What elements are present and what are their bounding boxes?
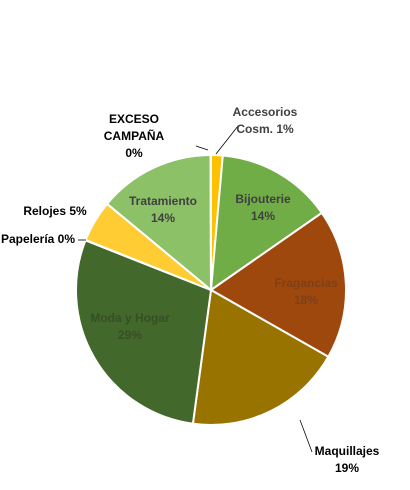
data-label: Moda y Hogar 29% (90, 311, 170, 342)
data-label: Fragancias 18% (274, 276, 338, 307)
data-label-line: Moda y Hogar (90, 311, 170, 325)
data-label-line: Tratamiento (129, 194, 197, 208)
leader-line (215, 125, 239, 155)
pie-slice-moda-y-hogar (75, 239, 213, 425)
data-label-line: Papelería 0% (1, 232, 75, 246)
data-label-line: CAMPAÑA (104, 128, 165, 143)
data-label-line: 14% (151, 211, 175, 225)
pie-slice-maquillajes (191, 288, 330, 426)
data-label: EXCESO CAMPAÑA 0% (104, 112, 165, 160)
data-label-line: 0% (125, 146, 143, 160)
data-label: Tratamiento 14% (129, 194, 197, 225)
data-label-line: 14% (251, 209, 275, 223)
data-label-line: Maquillajes (315, 444, 380, 458)
data-label: Relojes 5% (23, 204, 87, 218)
data-label-line: Relojes 5% (23, 204, 87, 218)
pie-slices (75, 153, 347, 426)
leader-line (299, 419, 313, 453)
data-label: Papelería 0% (1, 232, 75, 246)
pie-slice-bijouterie (209, 154, 324, 293)
data-label-line: Cosm. 1% (236, 122, 294, 136)
data-label-line: 19% (335, 461, 359, 475)
data-label-line: 29% (118, 328, 142, 342)
data-label: Accesorios Cosm. 1% (233, 105, 298, 136)
data-label-line: Fragancias (274, 276, 338, 290)
pie-slice-tratamiento (105, 153, 213, 293)
data-label-line: Accesorios (233, 105, 298, 119)
leader-lines (78, 125, 313, 453)
leader-line (195, 145, 209, 151)
data-label: Bijouterie 14% (235, 192, 291, 223)
data-label-line: Bijouterie (235, 192, 291, 206)
data-label-line: 18% (294, 293, 318, 307)
data-label: Maquillajes 19% (315, 444, 380, 475)
pie-slice-fragancias (209, 211, 347, 359)
data-labels: Accesorios Cosm. 1% Bijouterie 14% Fragancia… (1, 105, 380, 475)
data-label-line: EXCESO (109, 112, 159, 126)
